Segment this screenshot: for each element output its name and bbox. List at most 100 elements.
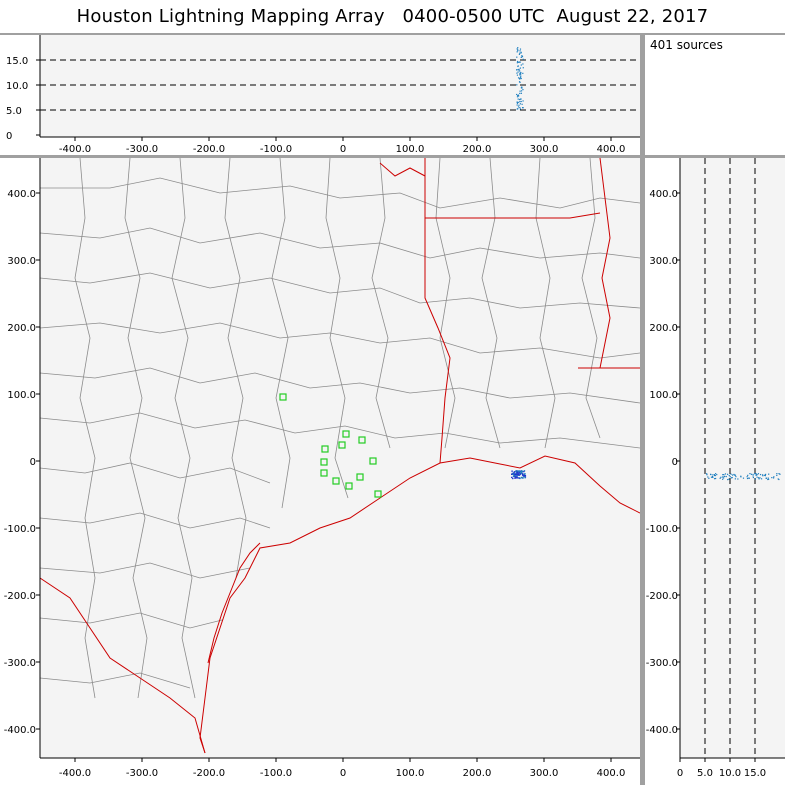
chart-title: Houston Lightning Mapping Array 0400-050… xyxy=(0,0,785,33)
y-tick-label: 0 xyxy=(6,131,12,142)
lightning-source xyxy=(715,477,717,480)
lightning-source xyxy=(709,473,712,475)
lightning-source xyxy=(517,470,519,473)
lightning-source xyxy=(518,104,520,106)
lightning-source xyxy=(519,61,521,63)
lightning-source xyxy=(517,61,520,63)
lightning-source xyxy=(523,474,526,477)
station-marker xyxy=(342,430,350,438)
x-tick-label: 5.0 xyxy=(697,768,713,779)
lightning-source xyxy=(511,473,514,475)
lightning-source xyxy=(518,477,520,479)
map-plot: 400.0 300.0 200.0 100.0 0 -100.0 -200.0 -300.0 -… xyxy=(4,158,640,779)
lightning-source xyxy=(519,67,522,69)
lightning-source xyxy=(754,478,756,480)
lightning-source xyxy=(519,81,521,83)
lightning-source xyxy=(517,69,520,71)
lightning-source xyxy=(520,52,522,54)
lightning-source xyxy=(519,471,521,473)
lightning-source xyxy=(518,81,521,83)
lightning-source xyxy=(749,473,751,475)
lightning-source xyxy=(746,476,748,478)
lightning-source xyxy=(519,108,522,110)
county-boundaries xyxy=(39,158,640,699)
y-tick-label: 0 xyxy=(672,457,678,468)
lightning-source xyxy=(512,477,514,480)
lightning-source xyxy=(520,71,522,74)
lightning-source xyxy=(725,475,727,478)
lightning-source xyxy=(521,470,524,473)
x-tick-label: -200.0 xyxy=(193,144,225,155)
lightning-source xyxy=(517,470,520,473)
lightning-source xyxy=(516,84,518,86)
lightning-source xyxy=(731,476,733,479)
lightning-source xyxy=(519,473,522,475)
lightning-source xyxy=(740,476,742,478)
lightning-source xyxy=(762,475,764,477)
lightning-source xyxy=(519,73,521,75)
lightning-source xyxy=(764,475,766,477)
lightning-source xyxy=(516,69,518,71)
lightning-source xyxy=(519,74,521,76)
lightning-source xyxy=(712,476,714,479)
lightning-source xyxy=(516,93,518,96)
lightning-source xyxy=(767,478,769,481)
y-tick-label: -300.0 xyxy=(4,658,36,669)
y-tick-label: 10.0 xyxy=(6,81,28,92)
lightning-source xyxy=(517,94,519,97)
lightning-source xyxy=(516,72,518,74)
lightning-source xyxy=(755,474,757,476)
x-tick-label: 300.0 xyxy=(530,768,559,779)
lightning-source xyxy=(747,474,749,476)
y-tick-label: 300.0 xyxy=(7,256,36,267)
map-panel: 400.0 300.0 200.0 100.0 0 -100.0 -200.0 -300.0 -… xyxy=(0,158,640,785)
x-tick-label: -200.0 xyxy=(193,768,225,779)
lightning-source xyxy=(519,78,521,80)
lightning-source xyxy=(515,473,517,475)
y-tick-label: 15.0 xyxy=(6,56,28,67)
lightning-source xyxy=(763,474,766,476)
lightning-source xyxy=(520,476,523,479)
lightning-source xyxy=(767,477,769,479)
lightning-source xyxy=(712,474,714,476)
lightning-source xyxy=(516,96,519,98)
lightning-source xyxy=(519,103,521,105)
lightning-source xyxy=(516,101,518,103)
lightning-source xyxy=(778,473,780,475)
lightning-source xyxy=(737,478,739,480)
lightning-source xyxy=(517,473,519,475)
lightning-source xyxy=(522,474,524,476)
lightning-source xyxy=(757,473,760,475)
lma-stations xyxy=(279,393,382,498)
lightning-source xyxy=(706,474,708,476)
x-tick-label: -300.0 xyxy=(126,144,158,155)
lightning-source xyxy=(754,473,756,475)
lightning-source xyxy=(522,58,524,60)
lightning-source xyxy=(512,475,515,478)
lightning-source xyxy=(727,478,729,481)
station-marker xyxy=(332,477,340,485)
lightning-source xyxy=(521,55,523,57)
lightning-source xyxy=(759,477,761,479)
lightning-source xyxy=(519,90,521,92)
lightning-source xyxy=(517,49,519,51)
lightning-source xyxy=(519,52,521,54)
station-marker xyxy=(345,482,353,490)
lightning-source xyxy=(746,477,749,480)
lightning-source xyxy=(519,101,521,103)
x-tick-label: 100.0 xyxy=(396,144,425,155)
lightning-source xyxy=(519,106,521,109)
lightning-source xyxy=(518,471,520,474)
station-marker xyxy=(338,441,346,449)
x-tick-label: -400.0 xyxy=(59,768,91,779)
lightning-source xyxy=(522,477,524,479)
lightning-source xyxy=(730,477,733,479)
lightning-source xyxy=(771,476,773,479)
lightning-source xyxy=(714,474,716,477)
lightning-source xyxy=(519,98,521,100)
coastline-and-state-borders xyxy=(39,158,640,754)
lightning-source xyxy=(707,476,709,478)
x-tick-label: 200.0 xyxy=(463,144,492,155)
lightning-source xyxy=(519,70,521,72)
lightning-source xyxy=(715,473,717,475)
